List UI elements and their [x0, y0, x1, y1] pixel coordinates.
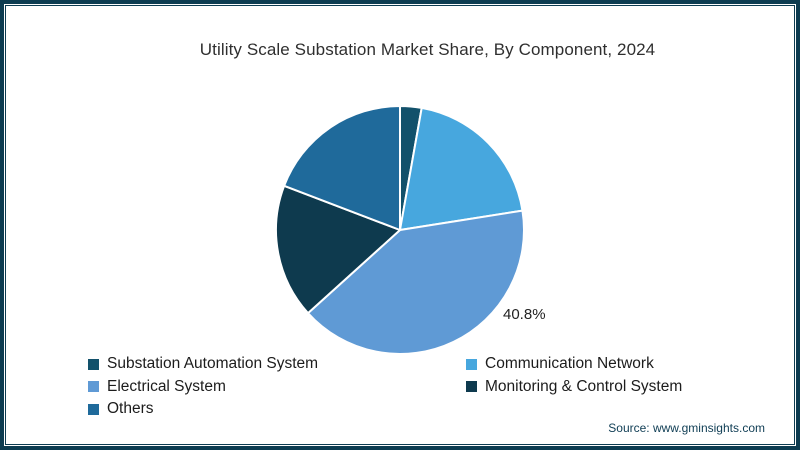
data-label-electrical-system: 40.8% [503, 306, 546, 323]
legend-swatch-substation-automation-system-icon [88, 358, 99, 370]
legend-swatch-communication-network-icon [466, 358, 477, 370]
source-note: Source: www.gminsights.com [608, 421, 765, 435]
legend-swatch-others-icon [88, 403, 99, 415]
legend-label-monitoring-control-system: Monitoring & Control System [485, 377, 683, 395]
pie-slice-others[interactable] [283, 105, 401, 231]
pie-slice-monitoring-control-system[interactable] [274, 184, 401, 315]
chart-title: Utility Scale Substation Market Share, B… [199, 40, 656, 59]
legend-item-others[interactable]: Others [88, 400, 466, 418]
legend-item-electrical-system[interactable]: Electrical System [88, 378, 466, 396]
legend-label-communication-network: Communication Network [485, 355, 654, 373]
legend-item-monitoring-control-system[interactable]: Monitoring & Control System [466, 378, 682, 396]
pie-slice-electrical-system[interactable] [307, 209, 525, 355]
legend-item-communication-network[interactable]: Communication Network [466, 355, 682, 373]
pie-slice-communication-network[interactable] [399, 106, 524, 231]
legend-label-electrical-system: Electrical System [107, 377, 226, 395]
legend-swatch-monitoring-control-system-icon [466, 381, 477, 393]
legend-item-substation-automation-system[interactable]: Substation Automation System [88, 355, 466, 373]
legend-label-others: Others [107, 400, 154, 418]
legend-swatch-electrical-system-icon [88, 381, 99, 393]
chart-legend: Substation Automation System Communicati… [88, 353, 682, 421]
legend-label-substation-automation-system: Substation Automation System [107, 355, 319, 373]
